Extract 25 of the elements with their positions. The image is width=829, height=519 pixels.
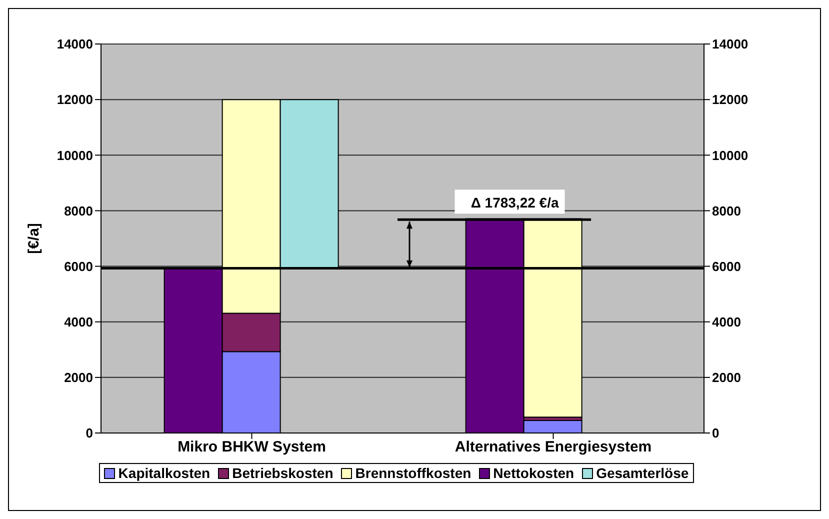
legend-label: Betriebskosten <box>231 465 334 481</box>
y2-tick-label: 2000 <box>712 370 741 386</box>
legend-label: Gesamterlöse <box>595 465 689 481</box>
y-tick-label: 10000 <box>56 148 93 163</box>
y-tick-label: 12000 <box>56 92 93 108</box>
y-tick-label: 0 <box>86 426 93 441</box>
y-tick-label: 6000 <box>64 258 93 274</box>
y2-tick-label: 6000 <box>712 258 741 274</box>
legend-label: Brennstoffkosten <box>354 465 472 481</box>
legend-label: Nettokosten <box>492 465 574 481</box>
y2-tick-label: 8000 <box>712 203 741 218</box>
y-tick-label: 2000 <box>64 370 93 386</box>
legend-label: Kapitalkosten <box>117 465 210 481</box>
y2-tick-label: 14000 <box>712 36 748 52</box>
y2-tick-label: 12000 <box>712 92 748 108</box>
y2-tick-label: 10000 <box>712 148 748 163</box>
annotation: Δ 1783,22 €/a <box>470 194 559 211</box>
y2-tick-label: 0 <box>712 426 720 441</box>
x-tick-label: Mikro BHKW System <box>178 438 326 456</box>
x-tick-label: Alternatives Energiesystem <box>454 438 652 456</box>
y-tick-label: 4000 <box>64 314 93 330</box>
y-tick-label: 14000 <box>56 36 93 52</box>
y2-tick-label: 4000 <box>712 314 741 330</box>
y-tick-label: 8000 <box>64 203 93 218</box>
y-axis-title: [€/a] <box>25 223 42 254</box>
